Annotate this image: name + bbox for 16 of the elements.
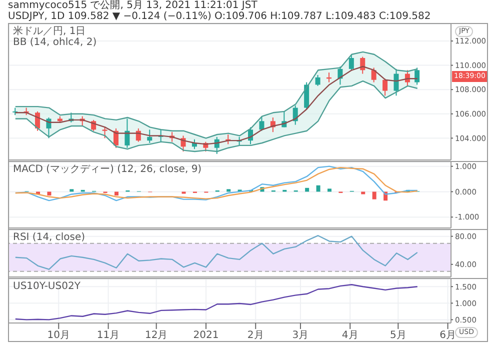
- x-tick-label: 6月: [440, 330, 456, 342]
- x-tick-label: 3月: [292, 330, 309, 342]
- x-tick-label: 12月: [144, 330, 168, 342]
- chart-title: MACD (マックディー) (12, 26, close, 9): [13, 164, 202, 175]
- x-tick-label: 11月: [96, 330, 120, 342]
- chart-title: sammycoco515 で公開, 5月 13, 2021 11:21:01 JST: [8, 0, 258, 11]
- annotation: 米ドル／円, 1日: [13, 26, 87, 37]
- chart-title: US10Y-US02Y: [13, 281, 80, 292]
- annotation: BB (14, ohlc4, 2): [13, 37, 97, 48]
- chart-title: RSI (14, close): [13, 232, 86, 243]
- x-tick-label: 5月: [390, 330, 406, 342]
- x-tick-label: 2月: [247, 330, 264, 342]
- x-tick-label: 4月: [342, 330, 358, 342]
- chart-subtitle: USDJPY, 1D 109.582 ▼ −0.124 (−0.11%) O:109.706 H:109.787 L:109.483 C:109.582: [8, 11, 431, 22]
- x-tick-label: 2021: [193, 330, 219, 342]
- x-tick-label: 10月: [47, 330, 70, 342]
